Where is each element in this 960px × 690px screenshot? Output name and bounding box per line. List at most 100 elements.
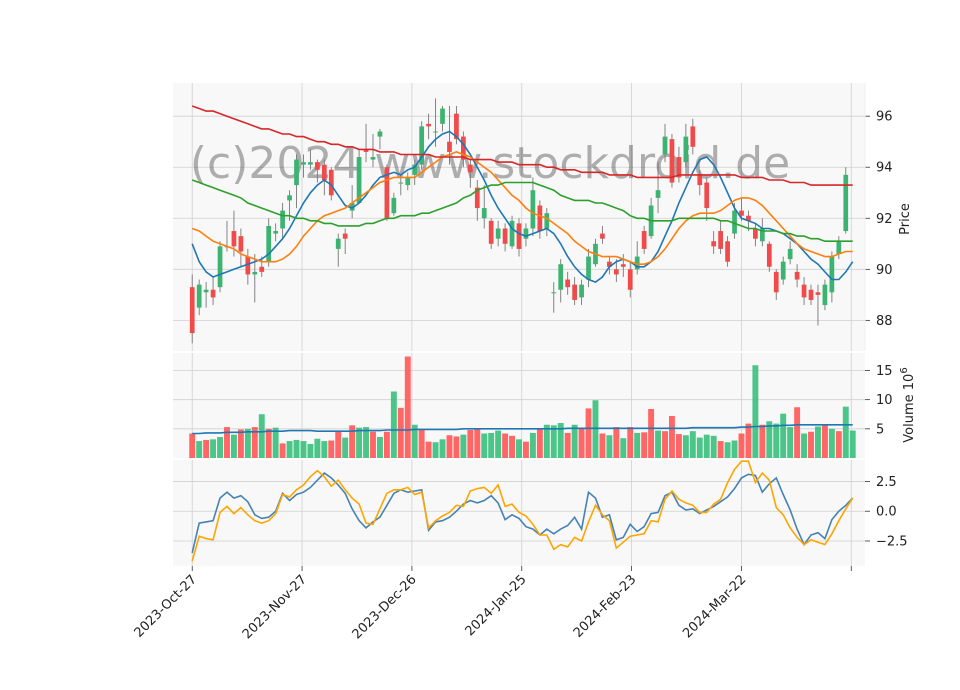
volume-bar	[821, 424, 828, 458]
candle	[627, 261, 633, 298]
candle	[836, 236, 842, 260]
candle	[516, 218, 522, 257]
volume-bar	[787, 427, 794, 458]
volume-bar	[585, 408, 592, 458]
volume-bar	[411, 424, 418, 458]
y-tick-label: 90	[876, 263, 893, 278]
volume-bar	[495, 430, 502, 458]
volume-bar	[404, 356, 411, 458]
candle	[328, 167, 334, 201]
candle	[488, 218, 494, 249]
volume-bar	[258, 414, 265, 458]
candle	[759, 218, 765, 247]
volume-bar	[849, 430, 856, 458]
candle	[461, 131, 466, 168]
moving-average-line	[191, 151, 853, 266]
volume-bar	[828, 428, 835, 458]
volume-bar	[634, 432, 641, 458]
candle	[676, 146, 682, 183]
candle	[544, 208, 550, 237]
candle	[530, 177, 536, 237]
volume-bar	[383, 431, 390, 458]
y-tick-label: 5	[876, 422, 884, 437]
candle	[474, 179, 480, 221]
volume-bar	[571, 424, 578, 458]
candle	[607, 256, 612, 275]
volume-bar	[780, 413, 787, 458]
y-tick-label: 88	[876, 314, 893, 329]
volume-bar	[286, 441, 293, 458]
candle	[766, 241, 772, 272]
volume-bar	[439, 439, 446, 458]
candle	[690, 118, 696, 155]
candle	[558, 259, 564, 303]
volume-bar	[801, 433, 808, 458]
y-tick-label: 0.0	[876, 505, 897, 520]
volume-axis-label: Volume 106	[899, 367, 917, 442]
candle	[259, 256, 265, 277]
volume-bar	[766, 421, 773, 458]
candle	[419, 121, 425, 170]
candle	[203, 282, 209, 308]
volume-bar	[210, 439, 217, 458]
volume-bar	[592, 400, 599, 458]
candle	[384, 164, 390, 221]
moving-average-lines	[191, 105, 854, 284]
candle	[843, 167, 849, 234]
volume-bar	[349, 425, 356, 458]
volume-bar	[265, 428, 272, 458]
volume-bar	[251, 427, 258, 458]
candle	[801, 276, 807, 306]
candle	[773, 269, 779, 300]
y-tick-label: 92	[876, 212, 893, 227]
oscillator-lines	[191, 460, 854, 562]
candle	[753, 223, 758, 247]
volume-bars	[189, 356, 856, 458]
candle	[502, 223, 508, 252]
candle	[356, 149, 362, 203]
volume-bar	[488, 432, 495, 458]
volume-bar	[794, 407, 801, 458]
volume-bar	[731, 440, 738, 458]
candle	[551, 282, 557, 313]
candle	[495, 220, 501, 247]
volume-bar	[620, 438, 627, 458]
volume-bar	[376, 437, 383, 458]
candle	[683, 123, 689, 168]
candle	[641, 225, 647, 255]
candle	[634, 241, 640, 275]
volume-bar	[710, 435, 717, 458]
candle	[509, 215, 515, 249]
watermark: (c)2024 www.stockdroid.de	[190, 138, 790, 189]
candle	[537, 200, 543, 239]
candle	[794, 264, 800, 288]
candle	[467, 159, 473, 188]
volume-bar	[244, 428, 251, 458]
candle	[697, 169, 703, 196]
moving-average-line	[191, 105, 853, 186]
candle	[412, 159, 418, 186]
volume-bar	[557, 423, 564, 458]
candle	[822, 279, 828, 311]
volume-bar	[237, 429, 244, 458]
volume-bar	[224, 427, 230, 458]
volume-bar	[759, 424, 766, 458]
candle	[572, 276, 577, 306]
volume-bar	[536, 428, 543, 458]
volume-bar	[578, 428, 585, 458]
volume-bar	[300, 441, 307, 458]
volume-bar	[606, 435, 613, 458]
volume-bar	[564, 432, 571, 458]
moving-average-line	[191, 179, 853, 242]
volume-bar	[696, 437, 703, 458]
volume-bar	[550, 425, 557, 458]
candle	[377, 128, 383, 150]
volume-bar	[418, 429, 425, 458]
oscillator-line	[191, 472, 854, 554]
volume-bar	[217, 437, 223, 458]
moving-average-line	[191, 130, 854, 284]
candle	[398, 174, 404, 196]
volume-bar	[272, 427, 279, 458]
candle	[308, 149, 313, 170]
candle	[780, 256, 786, 285]
